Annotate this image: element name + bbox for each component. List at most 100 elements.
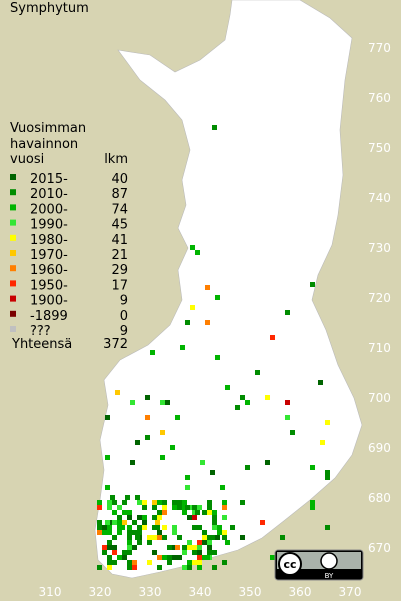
observation-square — [120, 525, 125, 530]
observation-square — [225, 385, 230, 390]
observation-square — [157, 530, 162, 535]
legend-count: 45 — [111, 218, 128, 233]
observation-square — [310, 282, 315, 287]
observation-square — [162, 525, 167, 530]
observation-square — [185, 475, 190, 480]
observation-square — [115, 390, 120, 395]
observation-square — [325, 525, 330, 530]
observation-square — [220, 485, 225, 490]
observation-square — [202, 535, 207, 540]
observation-square — [135, 440, 140, 445]
observation-square — [190, 245, 195, 250]
observation-square — [205, 555, 210, 560]
observation-square — [152, 515, 157, 520]
observation-square — [112, 550, 117, 555]
observation-square — [130, 460, 135, 465]
observation-square — [192, 510, 197, 515]
legend-count: 17 — [111, 278, 128, 293]
observation-square — [202, 530, 207, 535]
observation-square — [197, 525, 202, 530]
observation-square — [212, 515, 217, 520]
observation-square — [225, 540, 230, 545]
observation-square — [157, 510, 162, 515]
legend-swatch — [10, 234, 16, 241]
observation-square — [215, 535, 220, 540]
observation-square — [222, 560, 227, 565]
observation-square — [112, 560, 117, 565]
observation-square — [205, 320, 210, 325]
observation-square — [172, 530, 177, 535]
observation-square — [135, 535, 140, 540]
legend-count: 41 — [111, 233, 128, 248]
observation-square — [187, 545, 192, 550]
observation-square — [182, 500, 187, 505]
legend-label: 1960- — [30, 263, 68, 278]
observation-square — [205, 285, 210, 290]
observation-square — [107, 555, 112, 560]
legend-swatch — [10, 204, 16, 211]
observation-square — [207, 505, 212, 510]
observation-square — [137, 540, 142, 545]
observation-square — [152, 500, 157, 505]
observation-square — [117, 520, 122, 525]
observation-square — [280, 535, 285, 540]
observation-square — [112, 510, 117, 515]
observation-square — [132, 565, 137, 570]
y-tick-label: 760 — [368, 91, 391, 105]
observation-square — [117, 515, 122, 520]
observation-square — [107, 540, 112, 545]
observation-square — [177, 505, 182, 510]
cc-icon-text: cc — [283, 558, 296, 571]
observation-square — [112, 545, 117, 550]
observation-square — [210, 470, 215, 475]
observation-square — [207, 545, 212, 550]
observation-square — [182, 505, 187, 510]
observation-square — [310, 465, 315, 470]
observation-square — [285, 400, 290, 405]
observation-square — [320, 440, 325, 445]
observation-square — [215, 295, 220, 300]
y-tick-label: 670 — [368, 541, 391, 555]
legend: Vuosimman havainnon vuosi lkm Yhteensä 3… — [10, 121, 128, 352]
observation-square — [152, 550, 157, 555]
observation-square — [212, 535, 217, 540]
observation-square — [105, 485, 110, 490]
observation-square — [162, 510, 167, 515]
y-tick-label: 700 — [368, 391, 391, 405]
observation-square — [130, 400, 135, 405]
observation-square — [107, 505, 112, 510]
observation-square — [162, 505, 167, 510]
observation-square — [102, 530, 107, 535]
legend-total-label: Yhteensä — [11, 337, 72, 352]
observation-square — [212, 125, 217, 130]
legend-count: 29 — [111, 263, 128, 278]
y-tick-label: 770 — [368, 41, 391, 55]
observation-square — [127, 540, 132, 545]
observation-square — [127, 535, 132, 540]
observation-square — [137, 500, 142, 505]
observation-square — [137, 515, 142, 520]
legend-label: 2000- — [30, 202, 68, 217]
observation-square — [185, 505, 190, 510]
observation-square — [105, 455, 110, 460]
observation-square — [187, 565, 192, 570]
observation-square — [110, 495, 115, 500]
observation-square — [112, 500, 117, 505]
observation-square — [192, 545, 197, 550]
observation-square — [152, 505, 157, 510]
observation-square — [172, 500, 177, 505]
legend-label: 1990- — [30, 218, 68, 233]
observation-square — [182, 545, 187, 550]
legend-count: 40 — [111, 172, 128, 187]
legend-count: 87 — [111, 187, 128, 202]
observation-square — [112, 520, 117, 525]
observation-square — [197, 560, 202, 565]
observation-square — [182, 565, 187, 570]
observation-square — [127, 525, 132, 530]
observation-square — [152, 535, 157, 540]
observation-square — [117, 525, 122, 530]
observation-square — [207, 535, 212, 540]
observation-square — [145, 415, 150, 420]
observation-square — [97, 500, 102, 505]
observation-square — [265, 395, 270, 400]
